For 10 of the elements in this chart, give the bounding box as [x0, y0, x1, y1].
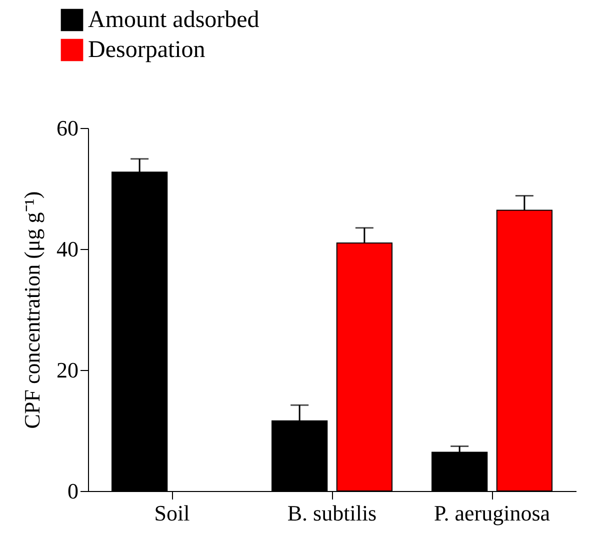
y-tick-label: 20 [56, 358, 78, 382]
legend-label: Amount adsorbed [88, 7, 260, 33]
y-tick-label: 60 [56, 116, 78, 140]
legend-label: Desorpation [88, 37, 206, 63]
x-tick-label: Soil [154, 500, 190, 526]
x-tick-label: B. subtilis [287, 500, 377, 526]
y-tick-label: 40 [56, 236, 78, 262]
y-tick-label: 0 [68, 478, 78, 504]
x-tick-label: P. aeruginosa [434, 500, 550, 526]
y-axis-title: CPF concentration (μg g⁻¹) [20, 191, 44, 429]
